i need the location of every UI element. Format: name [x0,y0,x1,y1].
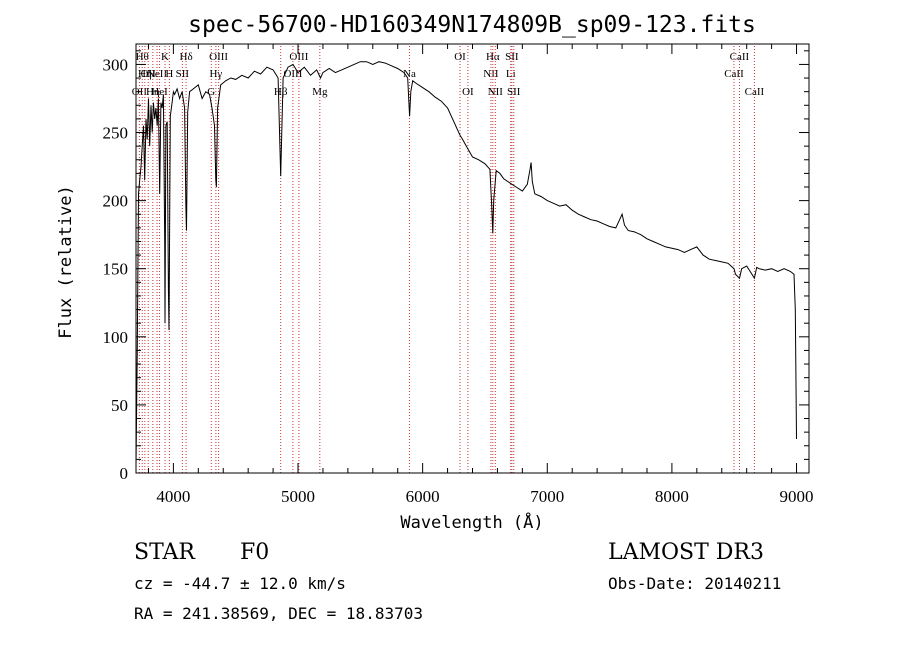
object-subclass: F0 [240,540,270,565]
line-marker-label-27: CaII [724,68,744,80]
y-axis-label: Flux (relative) [56,185,76,339]
line-marker-label-17: Mg [312,86,328,98]
line-marker-label-12: Hγ [209,68,222,80]
y-tick-label-2: 100 [103,328,129,347]
line-marker-label-19: OI [454,51,466,63]
line-marker-label-11: G [207,86,215,98]
line-marker-label-6: HeI [151,86,168,98]
spectrum-line [135,61,797,467]
x-axis-label: Wavelength (Å) [400,511,543,533]
line-marker-label-13: OIII [209,51,228,63]
line-marker-label-26: SII [507,86,521,98]
x-tick-label-5: 9000 [780,487,814,506]
line-marker-label-14: Hβ [274,86,288,98]
y-tick-label-6: 300 [103,55,129,74]
line-marker-label-16: OIII [289,51,308,63]
y-tick-label-5: 250 [103,124,129,143]
x-tick-label-1: 5000 [281,487,315,506]
line-marker-label-20: OI [462,86,474,98]
line-marker-label-23: NII [488,86,504,98]
redshift-cz: cz = -44.7 ± 12.0 km/s [134,574,346,593]
axis-ticks: 4000 5000 6000 7000 8000 9000 0 50 100 150 200 250 3… [103,44,814,506]
line-marker-label-15: OIII [283,68,302,80]
y-tick-label-0: 0 [120,464,129,483]
line-marker-label-5: NeII [147,68,167,80]
line-marker-label-9: SII [176,68,190,80]
chart-title: spec-56700-HD160349N174809B_sp09-123.fit… [188,12,756,38]
line-marker-label-18: Na [403,68,416,80]
y-tick-label-4: 200 [103,192,129,211]
line-marker-label-3: OII [141,68,157,80]
line-marker-label-4: Hη [146,86,160,98]
line-marker-label-25: SII [505,51,519,63]
line-marker-label-10: Hδ [180,51,193,63]
line-marker-label-29: CaII [745,86,765,98]
line-marker-label-21: NII [483,68,499,80]
obs-date: Obs-Date: 20140211 [608,574,782,593]
object-class: STAR [134,540,195,565]
line-marker-label-28: CaII [730,51,750,63]
x-tick-label-3: 7000 [530,487,564,506]
y-tick-label-3: 150 [103,260,129,279]
line-marker-label-8: H [165,68,173,80]
x-tick-label-2: 6000 [406,487,440,506]
survey-name: LAMOST DR3 [608,540,764,565]
x-tick-label-0: 4000 [156,487,190,506]
x-tick-label-4: 8000 [655,487,689,506]
line-marker-label-1: Hθ [136,51,149,63]
line-marker-label-24: Li [506,68,516,80]
line-marker-label-22: Hα [486,51,500,63]
y-tick-label-1: 50 [111,396,128,415]
line-marker-label-7: K [161,51,169,63]
coordinates: RA = 241.38569, DEC = 18.83703 [134,604,423,623]
